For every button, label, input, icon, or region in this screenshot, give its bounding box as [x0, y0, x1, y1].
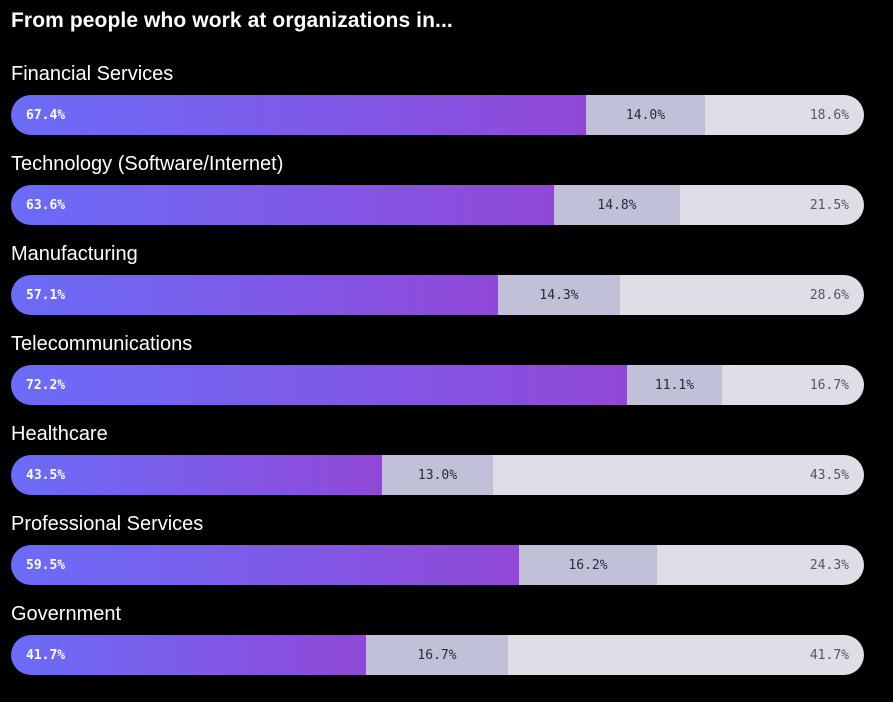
bar-segment-primary: 67.4%: [11, 95, 586, 135]
stacked-bar: 67.4% 14.0% 18.6%: [11, 95, 864, 135]
stacked-bar: 72.2% 11.1% 16.7%: [11, 365, 864, 405]
data-label: 72.2%: [26, 377, 66, 393]
bar-segment-secondary: 14.3%: [498, 275, 620, 315]
data-label: 21.5%: [809, 197, 849, 213]
data-label: 67.4%: [26, 107, 66, 123]
data-label: 24.3%: [809, 557, 849, 573]
stacked-bar-chart: Financial Services 67.4% 14.0% 18.6% Technol…: [11, 62, 864, 692]
chart-row: Technology (Software/Internet) 63.6% 14.8%…: [11, 152, 864, 242]
category-label: Financial Services: [11, 63, 174, 85]
category-label: Technology (Software/Internet): [11, 153, 284, 175]
chart-title: From people who work at organizations in…: [11, 9, 453, 32]
bar-segment-secondary: 16.2%: [519, 545, 657, 585]
data-label: 57.1%: [26, 287, 66, 303]
data-label: 18.6%: [809, 107, 849, 123]
bar-segment-secondary: 16.7%: [366, 635, 508, 675]
bar-segment-secondary: 14.8%: [554, 185, 680, 225]
bar-segment-primary: 41.7%: [11, 635, 366, 675]
data-label: 16.7%: [809, 377, 849, 393]
data-label: 11.1%: [654, 377, 695, 393]
data-label: 43.5%: [809, 467, 849, 483]
chart-row: Government 41.7% 16.7% 41.7%: [11, 602, 864, 692]
bar-segment-tertiary: 21.5%: [680, 185, 864, 225]
chart-row: Professional Services 59.5% 16.2% 24.3%: [11, 512, 864, 602]
chart-row: Healthcare 43.5% 13.0% 43.5%: [11, 422, 864, 512]
category-label: Healthcare: [11, 423, 108, 445]
bar-segment-primary: 63.6%: [11, 185, 554, 225]
category-label: Manufacturing: [11, 243, 138, 265]
bar-segment-primary: 43.5%: [11, 455, 382, 495]
stacked-bar: 43.5% 13.0% 43.5%: [11, 455, 864, 495]
category-label: Government: [11, 603, 122, 625]
bar-segment-tertiary: 41.7%: [508, 635, 864, 675]
bar-segment-tertiary: 43.5%: [493, 455, 864, 495]
stacked-bar: 57.1% 14.3% 28.6%: [11, 275, 864, 315]
data-label: 14.3%: [539, 287, 579, 303]
data-label: 16.7%: [417, 647, 457, 663]
data-label: 13.0%: [417, 467, 458, 483]
category-label: Professional Services: [11, 513, 204, 535]
data-label: 59.5%: [26, 557, 66, 573]
data-label: 41.7%: [809, 647, 849, 663]
bar-segment-primary: 72.2%: [11, 365, 627, 405]
data-label: 63.6%: [26, 197, 66, 213]
data-label: 14.0%: [625, 107, 666, 123]
bar-segment-tertiary: 24.3%: [657, 545, 864, 585]
bar-segment-tertiary: 28.6%: [620, 275, 864, 315]
bar-segment-tertiary: 16.7%: [722, 365, 864, 405]
stacked-bar: 41.7% 16.7% 41.7%: [11, 635, 864, 675]
data-label: 43.5%: [26, 467, 66, 483]
chart-row: Financial Services 67.4% 14.0% 18.6%: [11, 62, 864, 152]
bar-segment-secondary: 11.1%: [627, 365, 722, 405]
stacked-bar: 63.6% 14.8% 21.5%: [11, 185, 864, 225]
data-label: 14.8%: [597, 197, 637, 213]
stacked-bar: 59.5% 16.2% 24.3%: [11, 545, 864, 585]
data-label: 28.6%: [809, 287, 849, 303]
chart-row: Manufacturing 57.1% 14.3% 28.6%: [11, 242, 864, 332]
bar-segment-secondary: 14.0%: [586, 95, 705, 135]
bar-segment-tertiary: 18.6%: [705, 95, 864, 135]
category-label: Telecommunications: [11, 333, 193, 355]
bar-segment-primary: 59.5%: [11, 545, 519, 585]
data-label: 16.2%: [568, 557, 608, 573]
data-label: 41.7%: [26, 647, 66, 663]
chart-row: Telecommunications 72.2% 11.1% 16.7%: [11, 332, 864, 422]
bar-segment-primary: 57.1%: [11, 275, 498, 315]
bar-segment-secondary: 13.0%: [382, 455, 493, 495]
